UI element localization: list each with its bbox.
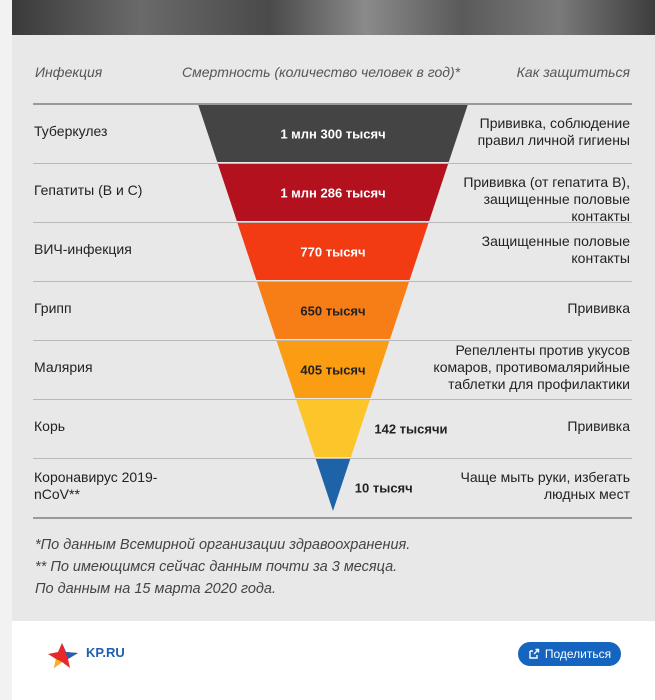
row-divider [33, 458, 632, 459]
value-label: 142 тысячи [374, 422, 447, 437]
row-divider [33, 103, 632, 105]
protection-text: Чаще мыть руки, избегать людных мест [460, 468, 630, 502]
protection-text: Прививка, соблюдение правил личной гигие… [477, 114, 630, 148]
row-divider [33, 517, 632, 519]
value-label: 10 тысяч [355, 481, 413, 496]
funnel-segment [198, 105, 468, 162]
protection-text: Защищенные половые контакты [481, 232, 630, 266]
infection-name: Туберкулез [34, 123, 108, 139]
footnote-who: *По данным Всемирной организации здравоо… [35, 537, 411, 553]
value-label: 1 млн 300 тысяч [280, 127, 385, 142]
header-infection: Инфекция [35, 64, 103, 80]
funnel-segment [257, 282, 409, 339]
logo-text: KP.RU [86, 645, 125, 660]
funnel-segment [296, 400, 370, 457]
protection-text: Репелленты против укусов комаров, против… [433, 342, 630, 392]
infection-name: Малярия [34, 359, 93, 375]
value-label: 770 тысяч [300, 245, 365, 260]
infection-name: Коронавирус 2019-nCoV** [34, 468, 158, 502]
value-label: 405 тысяч [300, 363, 365, 378]
share-icon [529, 648, 540, 659]
funnel-segment [315, 459, 351, 511]
footnote-period: ** По имеющимся сейчас данным почти за 3… [35, 559, 398, 575]
protection-text: Прививка [567, 418, 630, 434]
infection-name: ВИЧ-инфекция [34, 241, 132, 257]
row-divider [33, 340, 632, 341]
value-label: 650 тысяч [300, 304, 365, 319]
row-divider [33, 222, 632, 223]
row-divider [33, 399, 632, 400]
infection-name: Гепатиты (В и С) [34, 182, 143, 198]
funnel-segment [276, 341, 390, 398]
infection-name: Грипп [34, 300, 72, 316]
header-photo [12, 0, 655, 35]
header-protection: Как защититься [516, 64, 630, 80]
value-label: 1 млн 286 тысяч [280, 186, 385, 201]
infection-name: Корь [34, 418, 66, 434]
header-mortality: Смертность (количество человек в год)* [182, 64, 461, 80]
share-label: Поделиться [544, 647, 612, 661]
row-divider [33, 163, 632, 164]
funnel-segment [237, 223, 429, 280]
protection-text: Прививка (от гепатита В), защищенные пол… [463, 173, 630, 224]
kp-logo-icon[interactable] [46, 640, 136, 670]
protection-text: Прививка [567, 300, 630, 316]
footnote-date: По данным на 15 марта 2020 года. [35, 581, 277, 597]
row-divider [33, 281, 632, 282]
funnel-segment [217, 164, 449, 221]
share-button[interactable]: Поделиться [518, 642, 621, 666]
